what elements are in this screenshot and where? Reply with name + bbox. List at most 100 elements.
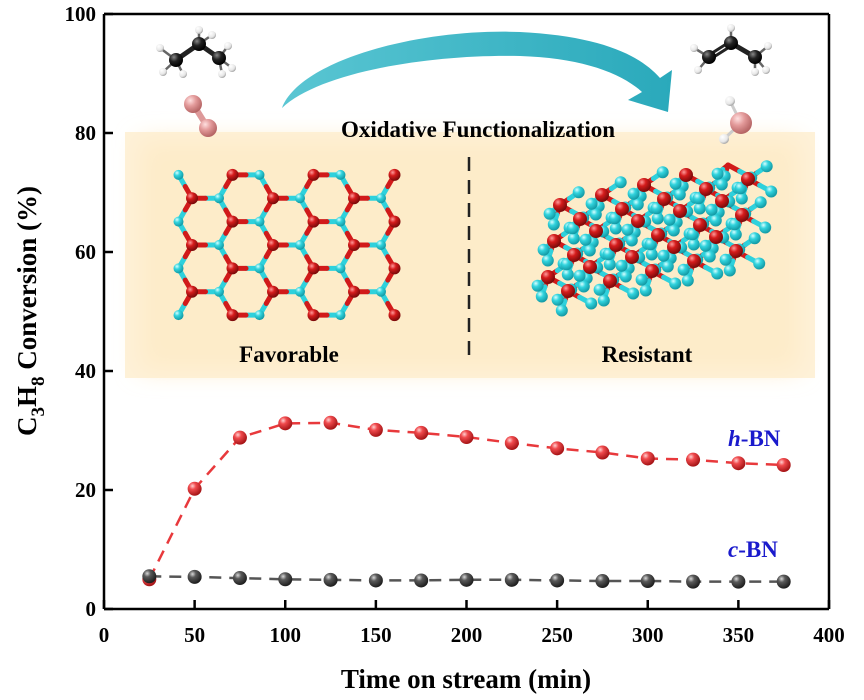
nitrogen-atom — [663, 213, 676, 226]
x-tick-label: 300 — [632, 623, 664, 647]
boron-atom — [388, 215, 401, 228]
nitrogen-atom — [711, 267, 724, 280]
nitrogen-atom — [254, 263, 265, 274]
carbon-atom — [724, 36, 738, 50]
data-point-h-bn — [595, 445, 610, 460]
x-tick-label: 200 — [451, 623, 483, 647]
data-point-h-bn — [504, 435, 519, 450]
boron-atom — [388, 262, 401, 275]
y-tick-label: 60 — [75, 240, 96, 264]
x-axis-title: Time on stream (min) — [341, 664, 591, 694]
x-axis-ticks: 0 50 100 150 200 250 300 350 400 — [99, 600, 845, 647]
nitrogen-atom — [335, 216, 346, 227]
data-point-c-bn — [731, 574, 746, 589]
nitrogen-atom — [593, 283, 606, 296]
data-point-h-bn — [640, 451, 655, 466]
data-point-c-bn — [550, 573, 565, 588]
data-point-h-bn — [686, 452, 701, 467]
nitrogen-atom — [602, 248, 615, 261]
y-axis-title: C3H8 Conversion (%) — [12, 186, 49, 436]
nitrogen-atom — [734, 182, 747, 195]
water-molecule — [719, 96, 752, 144]
c-bn-lattice — [531, 160, 778, 317]
y-axis-ticks: 0 20 40 60 80 100 — [65, 2, 113, 621]
nitrogen-atom — [214, 240, 224, 250]
nitrogen-atom — [335, 310, 346, 321]
x-tick-label: 100 — [270, 623, 302, 647]
nitrogen-atom — [619, 270, 632, 283]
nitrogen-atom — [705, 203, 718, 216]
nitrogen-atom — [651, 212, 664, 225]
propane-molecule — [156, 26, 236, 78]
nitrogen-atom — [551, 293, 564, 306]
nitrogen-atom — [376, 286, 386, 297]
y-tick-label: 80 — [75, 121, 96, 145]
nitrogen-atom — [669, 277, 682, 290]
nitrogen-atom — [621, 223, 634, 236]
y-tick-label: 20 — [75, 478, 96, 502]
hydrogen-atom — [762, 66, 770, 74]
nitrogen-atom — [583, 244, 596, 257]
boron-atom — [226, 215, 239, 228]
nitrogen-atom — [631, 198, 644, 211]
nitrogen-atom — [603, 258, 616, 271]
data-point-c-bn — [459, 572, 474, 587]
x-tick-label: 350 — [723, 623, 755, 647]
nitrogen-atom — [627, 187, 640, 200]
boron-atom — [348, 285, 360, 298]
x-tick-label: 0 — [99, 623, 110, 647]
boron-atom — [693, 218, 707, 232]
hydrogen-atom — [224, 42, 232, 50]
nitrogen-atom — [644, 238, 657, 251]
nitrogen-atom — [677, 263, 690, 276]
data-point-c-bn — [686, 574, 701, 589]
nitrogen-atom — [295, 286, 305, 297]
nitrogen-atom — [254, 216, 265, 227]
boron-atom — [348, 239, 360, 251]
series-line-c-bn — [149, 575, 784, 583]
y-tick-label: 0 — [86, 597, 97, 621]
hydrogen-atom — [208, 31, 216, 39]
boron-atom — [307, 215, 320, 228]
boron-atom — [637, 178, 651, 192]
boron-atom — [625, 250, 639, 264]
oxygen-atom — [199, 119, 217, 137]
data-point-h-bn — [731, 456, 746, 471]
boron-atom — [567, 248, 581, 262]
nitrogen-atom — [650, 202, 663, 215]
oxygen-molecule — [184, 95, 217, 137]
boron-atom — [715, 194, 729, 208]
y-tick-label: 100 — [65, 2, 97, 26]
y-axis-title-c: C — [12, 417, 42, 437]
nitrogen-atom — [715, 178, 728, 191]
data-point-c-bn — [640, 574, 655, 589]
y-axis-title-h: H — [12, 386, 42, 407]
boron-atom — [595, 188, 609, 202]
nitrogen-atom — [173, 310, 184, 321]
hydrogen-atom — [195, 26, 203, 34]
nitrogen-atom — [579, 233, 592, 246]
nitrogen-atom — [687, 238, 700, 251]
nitrogen-atom — [754, 196, 767, 209]
boron-atom — [741, 172, 755, 186]
nitrogen-atom — [577, 280, 590, 293]
data-point-h-bn — [550, 441, 565, 456]
hydrogen-atom — [764, 42, 772, 50]
y-axis-title-sub3: 3 — [28, 407, 49, 417]
boron-atom — [679, 168, 693, 182]
nitrogen-atom — [759, 221, 772, 234]
nitrogen-atom — [645, 248, 658, 261]
boron-atom — [267, 285, 279, 298]
nitrogen-atom — [699, 239, 712, 252]
boron-atom — [667, 240, 681, 254]
nitrogen-atom — [615, 259, 628, 272]
hydrogen-atom — [719, 134, 729, 144]
boron-atom — [651, 228, 665, 242]
y-tick-label: 40 — [75, 359, 96, 383]
data-point-c-bn — [595, 574, 610, 589]
favorable-label: Favorable — [239, 342, 339, 367]
nitrogen-atom — [547, 218, 560, 231]
boron-atom — [307, 168, 320, 181]
boron-atom — [645, 264, 659, 278]
boron-atom — [673, 204, 687, 218]
